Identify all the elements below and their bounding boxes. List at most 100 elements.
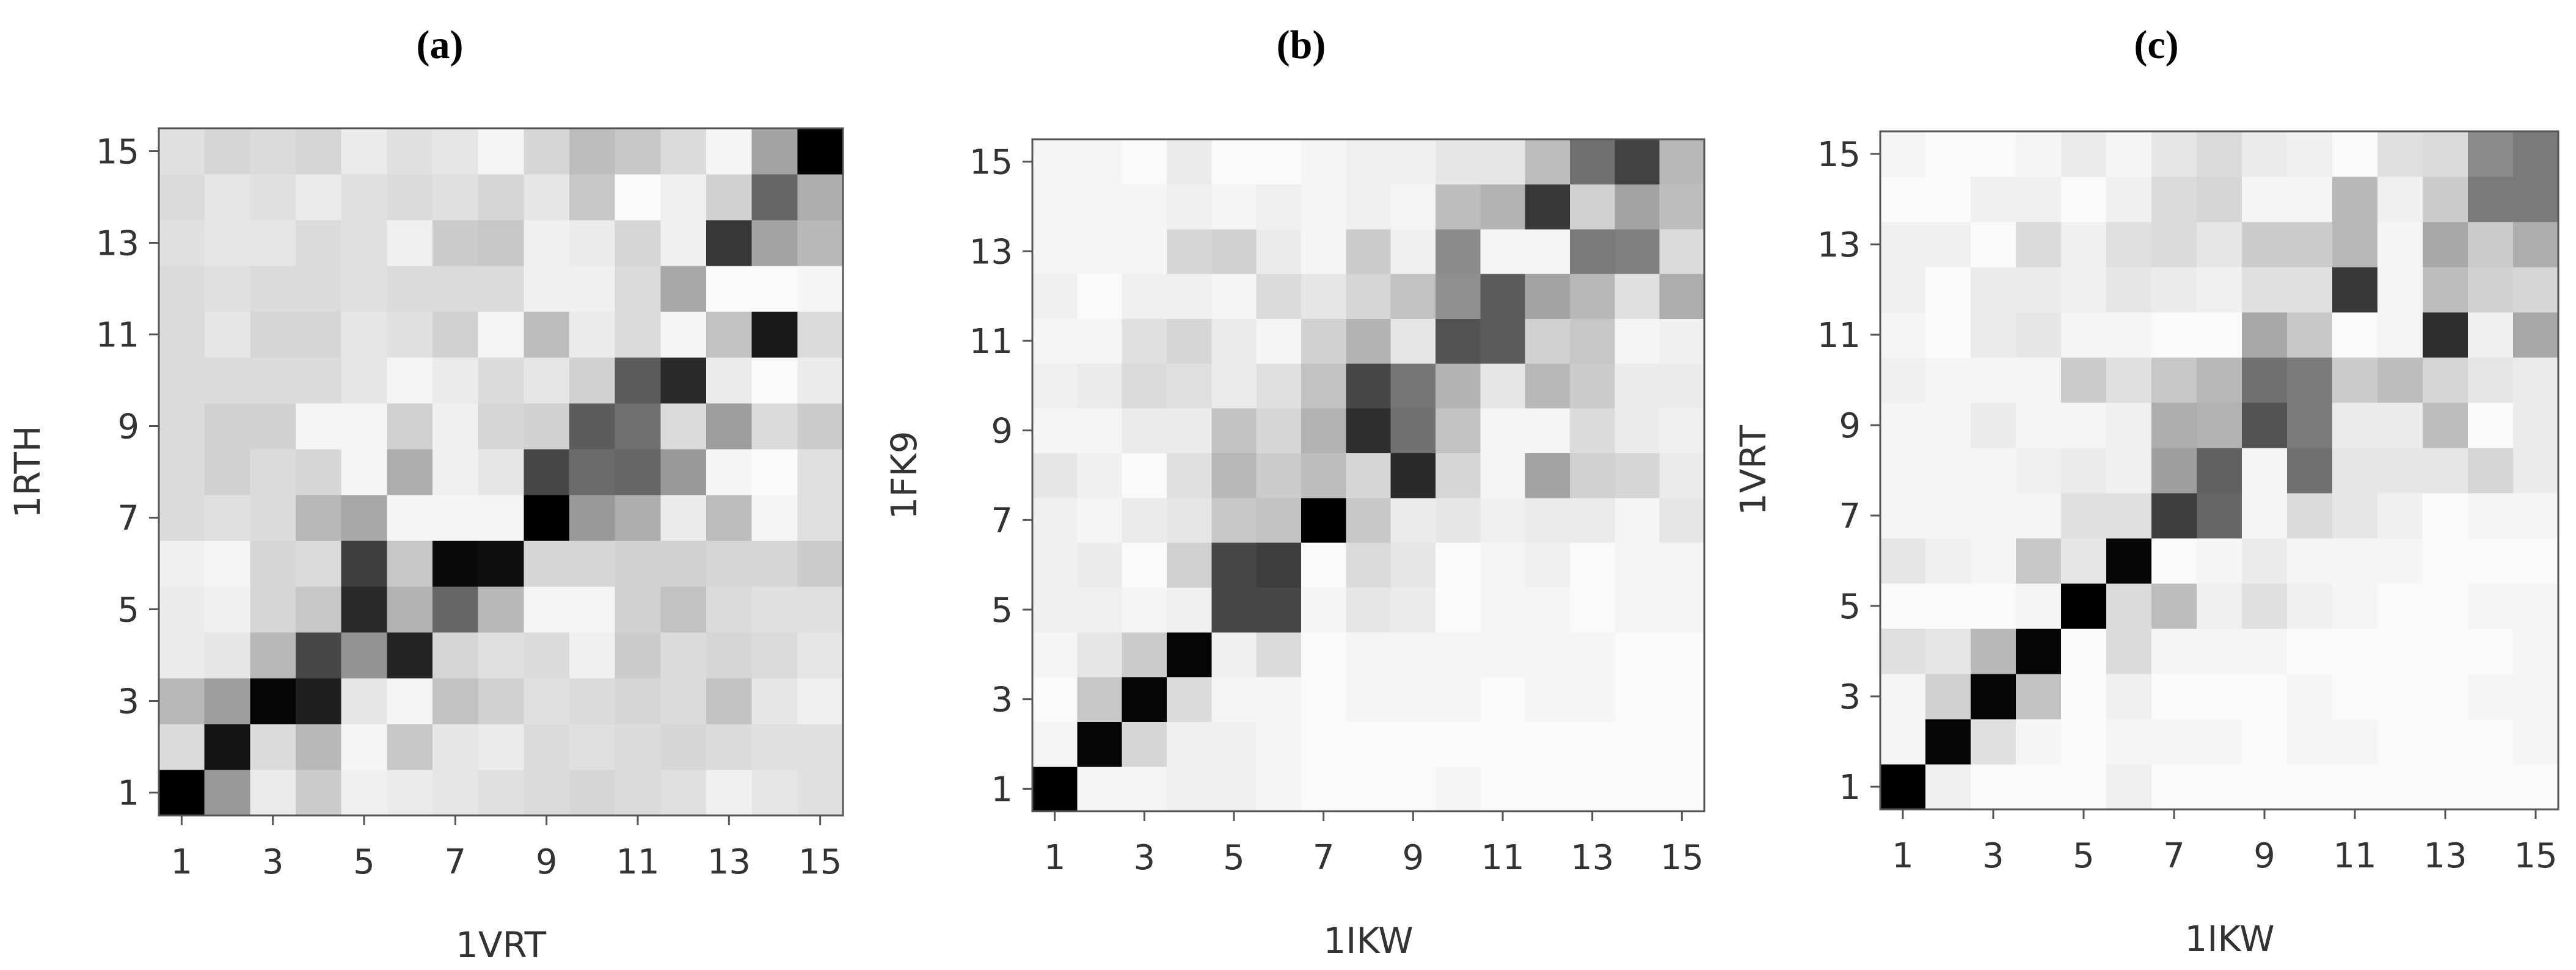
heatmap-cell: [1659, 587, 1705, 633]
heatmap-cell: [1032, 408, 1078, 453]
heatmap-cell: [2513, 403, 2559, 448]
heatmap-cell: [2332, 538, 2378, 584]
heatmap-cell: [296, 449, 342, 495]
heatmap-cell: [2106, 583, 2152, 629]
heatmap-cell: [797, 678, 844, 724]
heatmap-cell: [250, 266, 296, 312]
heatmap-cell: [615, 128, 661, 175]
y-tick-label: 3: [991, 680, 1013, 720]
heatmap-cell: [706, 632, 753, 679]
heatmap-cell: [204, 541, 250, 587]
heatmap-cell: [1211, 632, 1257, 677]
heatmap-cell: [2332, 583, 2378, 629]
heatmap-cell: [1032, 228, 1078, 274]
heatmap-cell: [1346, 587, 1392, 633]
heatmap-cell: [1122, 408, 1167, 453]
heatmap-cell: [1032, 766, 1078, 812]
heatmap-cell: [2377, 131, 2423, 177]
heatmap-cell: [1256, 497, 1302, 543]
heatmap-cell: [2151, 764, 2197, 810]
heatmap-cell: [478, 357, 524, 404]
heatmap-cell: [1971, 629, 2016, 674]
heatmap-cell: [2061, 357, 2107, 403]
heatmap-cell: [2151, 493, 2197, 539]
heatmap-cell: [1480, 184, 1526, 230]
heatmap-cell: [706, 724, 753, 770]
heatmap-cell: [1925, 357, 1971, 403]
heatmap-cell: [2423, 448, 2468, 494]
heatmap-cell: [1525, 453, 1571, 498]
heatmap-cell: [615, 541, 661, 587]
heatmap-cell: [2468, 403, 2514, 448]
heatmap-cell: [2242, 719, 2288, 765]
plot-frame: [1031, 138, 1706, 812]
heatmap-cell: [569, 495, 616, 541]
heatmap-cell: [1032, 139, 1078, 184]
heatmap-cell: [660, 312, 707, 358]
y-tick-label: 7: [117, 499, 139, 539]
heatmap-cell: [250, 174, 296, 221]
heatmap-cell: [706, 312, 753, 358]
heatmap-cell: [1211, 228, 1257, 274]
heatmap-cell: [250, 495, 296, 541]
heatmap-cell: [2106, 719, 2152, 765]
heatmap-cell: [1971, 131, 2016, 177]
heatmap-cell: [478, 266, 524, 312]
heatmap-cell: [159, 678, 205, 724]
heatmap-cell: [1525, 766, 1571, 812]
heatmap-cell: [2242, 403, 2288, 448]
heatmap-cell: [2061, 674, 2107, 720]
heatmap-cell: [2061, 764, 2107, 810]
heatmap-cell: [1436, 139, 1481, 184]
heatmap-cell: [1570, 721, 1615, 767]
heatmap-cell: [1525, 363, 1571, 409]
heatmap-cell: [2332, 448, 2378, 494]
heatmap-cell: [2468, 222, 2514, 268]
x-tick-label: 3: [1982, 836, 2004, 876]
heatmap-cell: [159, 495, 205, 541]
heatmap-cell: [2423, 312, 2468, 358]
x-tick-label: 15: [2514, 836, 2557, 876]
heatmap-cell: [2423, 674, 2468, 720]
heatmap-cell: [706, 495, 753, 541]
heatmap-cell: [1390, 677, 1436, 722]
heatmap-cell: [250, 128, 296, 175]
heatmap-cell: [2242, 357, 2288, 403]
heatmap-cell: [2197, 629, 2242, 674]
heatmap-cell: [2423, 493, 2468, 539]
heatmap-cell: [2377, 674, 2423, 720]
heatmap-cell: [2377, 267, 2423, 313]
heatmap-cell: [2377, 357, 2423, 403]
heatmap-cell: [1880, 538, 1926, 584]
heatmap-cell: [1525, 632, 1571, 677]
heatmap-cell: [751, 724, 798, 770]
heatmap-cell: [2197, 448, 2242, 494]
heatmap-cell: [1122, 453, 1167, 498]
heatmap-cell: [432, 541, 479, 587]
heatmap-cell: [1077, 453, 1123, 498]
heatmap-cell: [1301, 184, 1346, 230]
heatmap-cell: [1659, 542, 1705, 588]
heatmap-cell: [2242, 448, 2288, 494]
heatmap-cell: [1525, 139, 1571, 184]
heatmap-cell: [1436, 542, 1481, 588]
heatmap-cell: [2423, 583, 2468, 629]
heatmap-cell: [797, 220, 844, 266]
heatmap-cell: [1032, 318, 1078, 364]
heatmap-cell: [797, 312, 844, 358]
heatmap-cell: [1301, 274, 1346, 319]
heatmap-cell: [387, 770, 433, 816]
heatmap-cell: [569, 678, 616, 724]
heatmap-cell: [387, 678, 433, 724]
heatmap-cell: [2377, 403, 2423, 448]
heatmap-cell: [2197, 222, 2242, 268]
heatmap-cell: [1436, 453, 1481, 498]
heatmap-cell: [2513, 357, 2559, 403]
panel-title: (a): [417, 23, 464, 67]
heatmap-cell: [1346, 318, 1392, 364]
heatmap-cell: [2016, 764, 2062, 810]
heatmap-cell: [1077, 184, 1123, 230]
heatmap-cell: [569, 403, 616, 450]
heatmap-cell: [1122, 318, 1167, 364]
heatmap-cell: [341, 678, 387, 724]
